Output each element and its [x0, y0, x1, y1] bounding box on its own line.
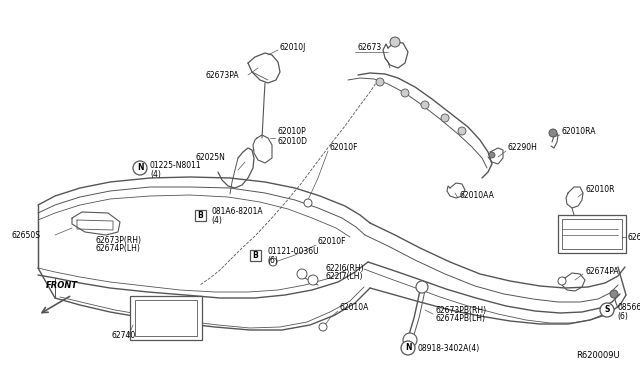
Text: N: N [404, 343, 412, 353]
Text: N: N [137, 164, 143, 173]
Text: 62673PA: 62673PA [205, 71, 239, 80]
Text: (4): (4) [150, 170, 161, 179]
Text: 62674PA: 62674PA [585, 267, 619, 276]
Text: 62010R: 62010R [585, 186, 614, 195]
Text: B: B [197, 211, 203, 219]
Text: FRONT: FRONT [46, 281, 78, 290]
Text: 62674: 62674 [628, 232, 640, 241]
Circle shape [308, 275, 318, 285]
Circle shape [319, 323, 327, 331]
Text: (6): (6) [617, 312, 628, 321]
Circle shape [390, 37, 400, 47]
Circle shape [401, 341, 415, 355]
Circle shape [549, 129, 557, 137]
Circle shape [441, 114, 449, 122]
Text: B: B [252, 250, 258, 260]
Circle shape [421, 101, 429, 109]
Circle shape [269, 258, 277, 266]
Text: 62010P: 62010P [278, 128, 307, 137]
Text: 62673: 62673 [358, 44, 382, 52]
Text: 01225-N8011: 01225-N8011 [150, 160, 202, 170]
Text: 08918-3402A(4): 08918-3402A(4) [418, 343, 480, 353]
Circle shape [558, 277, 566, 285]
Bar [562, 219, 622, 249]
Text: 62010J: 62010J [280, 44, 307, 52]
Text: 62673P(RH): 62673P(RH) [95, 235, 141, 244]
Text: 62290H: 62290H [508, 144, 538, 153]
Text: 62010F: 62010F [330, 144, 358, 153]
Bar [135, 300, 197, 336]
Circle shape [376, 78, 384, 86]
Text: 62010F: 62010F [318, 237, 346, 247]
Text: 08566-6202A: 08566-6202A [617, 304, 640, 312]
Circle shape [403, 333, 417, 347]
Circle shape [304, 199, 312, 207]
Text: (6): (6) [267, 257, 278, 266]
Text: S: S [604, 305, 610, 314]
Text: 622l6(RH): 622l6(RH) [325, 263, 364, 273]
Bar [130, 296, 202, 340]
Text: 62740: 62740 [112, 331, 136, 340]
Text: 01121-0036U: 01121-0036U [267, 247, 319, 257]
Text: 622l7(LH): 622l7(LH) [325, 273, 362, 282]
Text: 62025N: 62025N [195, 154, 225, 163]
Circle shape [297, 269, 307, 279]
Circle shape [133, 161, 147, 175]
Circle shape [489, 152, 495, 158]
Text: 62010D: 62010D [278, 138, 308, 147]
Text: 62674P(LH): 62674P(LH) [95, 244, 140, 253]
Text: 62673PB(RH): 62673PB(RH) [435, 305, 486, 314]
Circle shape [600, 303, 614, 317]
Bar [558, 215, 626, 253]
Text: 62010RA: 62010RA [562, 128, 596, 137]
Text: 081A6-8201A: 081A6-8201A [211, 208, 262, 217]
FancyBboxPatch shape [250, 250, 260, 260]
Circle shape [610, 290, 618, 298]
Circle shape [458, 127, 466, 135]
Text: 62650S: 62650S [12, 231, 41, 240]
Circle shape [416, 281, 428, 293]
Text: (4): (4) [211, 217, 222, 225]
Text: 62674PB(LH): 62674PB(LH) [435, 314, 485, 324]
FancyBboxPatch shape [195, 209, 205, 221]
Circle shape [401, 89, 409, 97]
Text: R620009U: R620009U [577, 351, 620, 360]
Text: 62010A: 62010A [340, 304, 369, 312]
Text: 62010AA: 62010AA [460, 190, 495, 199]
